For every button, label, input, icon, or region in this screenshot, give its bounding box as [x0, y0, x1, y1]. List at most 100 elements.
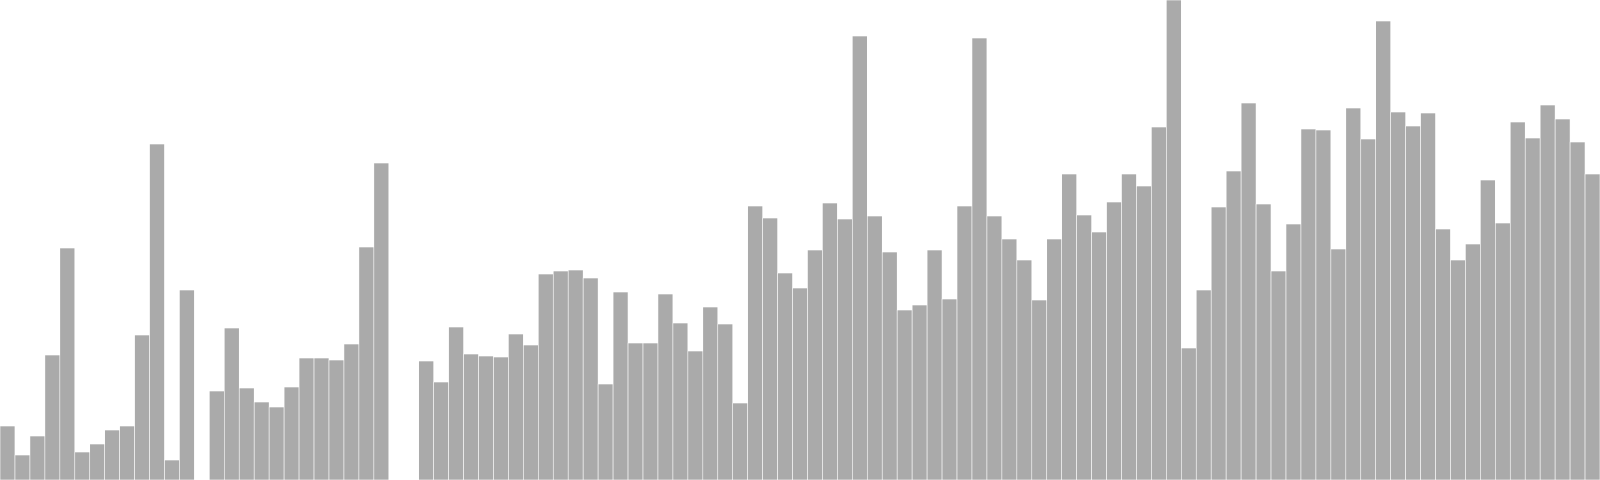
bar-81 [1210, 206, 1227, 480]
bar-23 [343, 343, 360, 480]
bar-45 [672, 322, 689, 480]
bar-106 [1584, 173, 1600, 480]
bar-90 [1345, 107, 1362, 480]
bar-15 [223, 327, 240, 480]
bar-67 [1001, 238, 1018, 480]
bar-22 [328, 359, 345, 480]
bar-7 [104, 429, 120, 480]
bar-92 [1375, 20, 1391, 480]
bar-97 [1450, 259, 1466, 480]
bar-102 [1524, 137, 1541, 480]
bar-0 [0, 425, 16, 480]
bar-91 [1360, 138, 1377, 480]
bar-21 [313, 357, 330, 480]
bar-4 [59, 247, 76, 480]
bar-71 [1061, 173, 1077, 480]
bar-69 [1031, 299, 1048, 480]
bar-75 [1121, 173, 1137, 480]
bar-6 [89, 443, 105, 480]
bar-18 [268, 406, 285, 480]
bar-62 [926, 249, 943, 480]
bar-39 [582, 277, 599, 480]
bar-8 [119, 425, 135, 480]
bar-65 [971, 37, 988, 480]
bar-60 [896, 309, 913, 480]
bar-78 [1166, 0, 1182, 480]
bar-34 [508, 333, 524, 480]
bar-43 [642, 342, 659, 480]
bar-47 [702, 306, 719, 480]
bar-76 [1136, 185, 1152, 480]
bar-87 [1300, 128, 1317, 480]
bar-74 [1106, 201, 1122, 480]
bar-44 [657, 293, 674, 480]
bar-3 [44, 354, 61, 480]
bar-20 [298, 357, 315, 480]
bar-1 [14, 454, 31, 480]
bar-99 [1480, 179, 1496, 480]
bar-56 [837, 218, 853, 480]
bar-70 [1046, 238, 1062, 480]
bar-88 [1315, 129, 1332, 480]
bar-85 [1270, 270, 1287, 480]
bar-104 [1554, 118, 1571, 480]
bar-79 [1181, 347, 1197, 480]
bar-58 [866, 215, 883, 480]
bar-96 [1435, 228, 1451, 480]
bar-61 [911, 304, 928, 480]
bar-46 [687, 350, 704, 480]
bar-101 [1509, 121, 1526, 480]
bar-66 [986, 215, 1003, 480]
bar-35 [523, 344, 539, 480]
bar-54 [807, 249, 823, 480]
bar-64 [956, 205, 973, 480]
bar-86 [1285, 223, 1302, 480]
bar-12 [179, 289, 195, 480]
bar-95 [1420, 112, 1436, 480]
bar-80 [1195, 289, 1212, 480]
bar-82 [1225, 170, 1242, 480]
bar-33 [493, 356, 509, 480]
bar-77 [1151, 126, 1167, 480]
bar-51 [762, 217, 778, 480]
bar-32 [478, 355, 494, 480]
bar-36 [538, 273, 554, 480]
bar-59 [881, 251, 898, 480]
bar-72 [1076, 214, 1092, 480]
bar-98 [1465, 243, 1481, 480]
bar-9 [134, 334, 150, 480]
bar-25 [373, 162, 390, 480]
bar-14 [209, 390, 225, 480]
bar-11 [164, 459, 180, 480]
bar-89 [1330, 248, 1347, 480]
bar-16 [238, 387, 255, 480]
bar-84 [1255, 203, 1272, 480]
bar-52 [777, 272, 793, 480]
bar-83 [1240, 102, 1257, 480]
bar-63 [941, 298, 958, 480]
bar-24 [358, 246, 375, 480]
bar-73 [1091, 231, 1107, 480]
bar-28 [418, 360, 434, 480]
bar-103 [1539, 104, 1556, 480]
bar-55 [822, 202, 838, 480]
bar-40 [597, 383, 614, 480]
bar-17 [253, 401, 270, 480]
bar-19 [283, 386, 300, 480]
bar-50 [747, 205, 763, 480]
bar-5 [74, 451, 91, 480]
bar-100 [1495, 222, 1511, 480]
bar-57 [852, 35, 868, 480]
bar-93 [1390, 111, 1406, 480]
bar-10 [149, 143, 165, 480]
bar-42 [627, 342, 644, 480]
bar-105 [1569, 141, 1586, 480]
bar-94 [1405, 125, 1421, 480]
bar-38 [567, 269, 584, 480]
bar-48 [717, 323, 734, 480]
bar-49 [732, 402, 748, 480]
bar-68 [1016, 259, 1033, 480]
bar-41 [612, 291, 629, 480]
